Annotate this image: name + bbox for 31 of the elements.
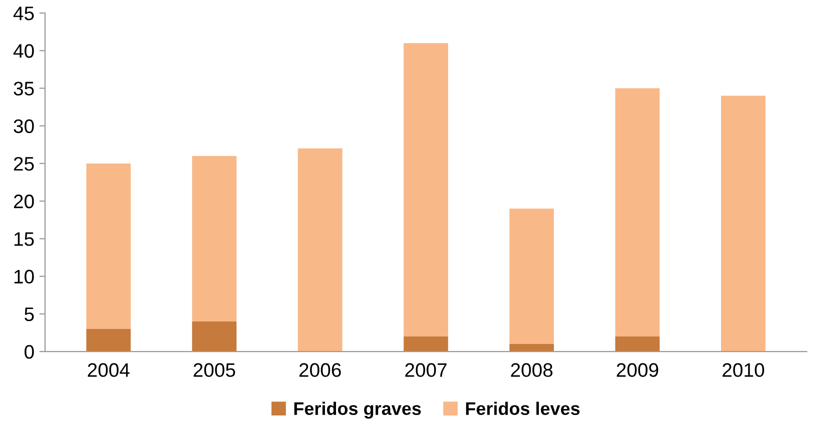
y-tick-label: 10 [14,270,34,284]
y-tick-label: 5 [24,308,34,322]
y-tick-label: 15 [14,232,34,246]
bar [509,208,554,344]
x-tick-label: 2009 [616,363,658,377]
y-tick-label: 0 [24,345,34,359]
y-tick-label: 40 [13,44,34,58]
x-tick-label: 2006 [299,363,341,377]
bar [721,96,766,352]
legend-label: Feridos graves [294,402,421,419]
bar [509,344,554,352]
bar [86,328,131,352]
x-tick-label: 2005 [194,363,236,377]
x-tick-label: 2010 [722,363,764,377]
bar [615,88,660,336]
legend-label: Feridos leves [466,402,580,415]
bar [404,336,448,352]
y-tick-label: 45 [13,6,34,20]
y-tick-label: 20 [14,194,34,208]
bar [615,336,660,352]
bar [404,43,448,336]
bar [86,163,131,329]
y-tick-label: 35 [14,82,34,96]
x-tick-label: 2008 [511,363,552,377]
bar [192,321,237,352]
x-tick-label: 2007 [405,363,447,377]
x-tick-label: 2004 [88,363,130,377]
y-tick-label: 30 [14,119,34,134]
y-tick-label: 25 [14,156,34,171]
bar [298,148,342,352]
bar [192,156,237,322]
